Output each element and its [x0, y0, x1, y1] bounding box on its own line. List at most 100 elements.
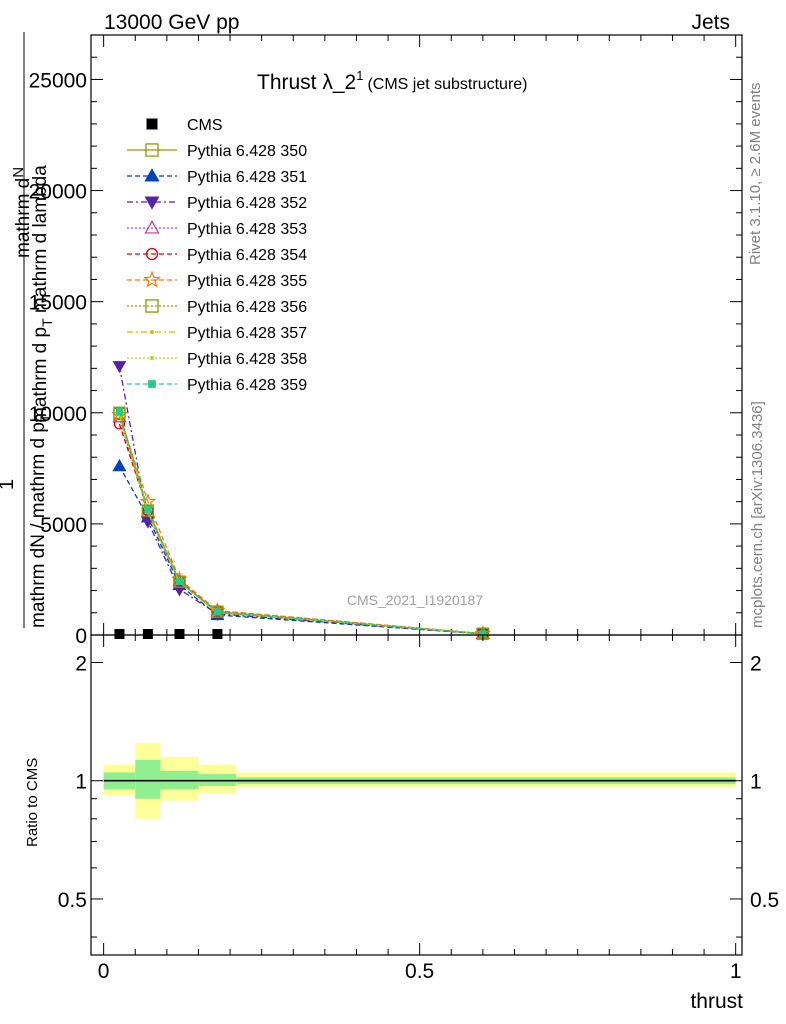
- series-pythia-6-428-359-point: [213, 608, 221, 616]
- legend-entry-pythia-6-428-353: Pythia 6.428 353: [127, 220, 307, 238]
- legend-entry-pythia-6-428-352-marker: [144, 196, 160, 210]
- x-tick-label: 1: [730, 960, 742, 983]
- x-axis-label: thrust: [690, 990, 743, 1013]
- legend-entry-pythia-6-428-357: Pythia 6.428 357: [127, 325, 307, 342]
- main-y-tick-label: 25000: [29, 69, 87, 92]
- main-y-axis-label: 1 mathrm dN mathrm d pT mathrm d lambda …: [0, 32, 55, 628]
- legend-entry-cms-marker: [146, 118, 158, 130]
- legend-entry-pythia-6-428-353-label: Pythia 6.428 353: [187, 221, 307, 238]
- series-pythia-6-428-359-point: [115, 408, 123, 416]
- ratio-y-tick-label-right: 0.5: [750, 889, 779, 912]
- series-pythia-6-428-356-point: [211, 605, 224, 618]
- legend-entry-pythia-6-428-357-label: Pythia 6.428 357: [187, 325, 307, 342]
- ratio-y-tick-label-right: 2: [750, 653, 762, 676]
- main-x-ticks: [103, 35, 737, 635]
- series-cms-point: [212, 629, 223, 639]
- series-pythia-6-428-352-point: [112, 361, 127, 374]
- legend-entry-pythia-6-428-352-label: Pythia 6.428 352: [187, 195, 307, 212]
- series-pythia-6-428-356-point: [141, 504, 155, 517]
- mcplots-label: mcplots.cern.ch [arXiv:1306.3436]: [749, 401, 766, 628]
- series-cms-point: [114, 629, 125, 639]
- ratio-y-tick-label: 0.5: [58, 889, 87, 912]
- ratio-y-tick-label: 1: [75, 771, 87, 794]
- series-pythia-6-428-351: [112, 458, 490, 639]
- y-label-dlambda: mathrm d lambda: [30, 165, 51, 319]
- series-pythia-6-428-352-line: [118, 365, 483, 635]
- y-label-inner-denominator: mathrm d pT mathrm d lambda: [30, 165, 55, 423]
- y-label-one: 1: [0, 479, 18, 490]
- ratio-y-tick-label-right: 1: [750, 771, 762, 794]
- y-label-n: N: [10, 167, 27, 178]
- legend-entry-pythia-6-428-351-marker: [144, 168, 160, 182]
- legend-entry-cms: CMS: [146, 117, 223, 134]
- legend-entry-pythia-6-428-351: Pythia 6.428 351: [127, 168, 307, 186]
- legend-entry-cms-label: CMS: [187, 117, 223, 134]
- plot-title-main: Thrust λ_2: [257, 71, 356, 94]
- analysis-watermark: CMS_2021_I1920187: [347, 592, 483, 608]
- rivet-version-label: Rivet 3.1.10, ≥ 2.6M events: [747, 83, 764, 266]
- x-tick-label: 0: [98, 960, 110, 983]
- ratio-plot-panel: 0.5 0.51 12 2 0 0.5 1 Ratio to CMS thrust: [24, 634, 779, 1013]
- y-label-dn-dpt-sub: T: [37, 413, 53, 422]
- main-y-tick-label: 20000: [29, 181, 87, 204]
- legend-entry-pythia-6-428-352: Pythia 6.428 352: [127, 195, 307, 212]
- y-label-inner-denominator-text: mathrm d pT mathrm d lambda: [30, 165, 55, 423]
- main-y-tick-label: 0: [75, 625, 87, 648]
- legend-entry-pythia-6-428-354-label: Pythia 6.428 354: [187, 247, 307, 264]
- plot-title-superscript: 1: [356, 68, 363, 83]
- legend-entry-pythia-6-428-356-marker: [145, 299, 159, 313]
- y-label-one-text: 1: [0, 479, 18, 490]
- series-pythia-6-428-359: [115, 408, 487, 638]
- series-pythia-6-428-359-point: [175, 578, 183, 586]
- y-label-denominator: mathrm dN / mathrm d pT: [28, 413, 53, 628]
- legend-entry-pythia-6-428-358: Pythia 6.428 358: [127, 351, 307, 368]
- y-label-dpt: mathrm d p: [30, 327, 51, 423]
- legend-entry-pythia-6-428-359-label: Pythia 6.428 359: [187, 377, 307, 394]
- y-label-dn-dpt: mathrm dN / mathrm d p: [28, 422, 49, 628]
- y-label-dpt-sub: T: [39, 318, 55, 327]
- main-y-axis: 0 5000 10000 15000 20000 25000: [29, 34, 742, 648]
- legend-entry-pythia-6-428-356-label: Pythia 6.428 356: [187, 299, 307, 316]
- series-pythia-6-428-359-point: [479, 630, 487, 638]
- legend: CMS Pythia 6.428 350 Pythia 6.428 351 Pythi…: [127, 117, 307, 394]
- y-label-denominator-text: mathrm dN / mathrm d pT: [28, 413, 53, 628]
- series-pythia-6-428-356-point: [173, 575, 186, 588]
- legend-entry-pythia-6-428-355-marker: [143, 270, 161, 288]
- legend-entry-pythia-6-428-354-marker: [145, 247, 159, 261]
- legend-entry-pythia-6-428-351-label: Pythia 6.428 351: [187, 169, 307, 186]
- legend-entry-pythia-6-428-355-label: Pythia 6.428 355: [187, 273, 307, 290]
- header-right: Jets: [691, 11, 730, 34]
- main-y-tick-label: 10000: [29, 403, 87, 426]
- series-cms-point: [142, 629, 153, 639]
- legend-entry-pythia-6-428-350: Pythia 6.428 350: [127, 143, 307, 160]
- series-pythia-6-428-356-point: [113, 406, 126, 419]
- main-plot-panel: 0 5000 10000 15000 20000 25000 CMS_2021_I1920…: [29, 34, 743, 648]
- plot-title: Thrust λ_21 (CMS jet substructure): [257, 68, 528, 94]
- legend-entry-pythia-6-428-356: Pythia 6.428 356: [127, 299, 307, 316]
- legend-entry-pythia-6-428-359-marker: [148, 380, 156, 388]
- ratio-band-inner: [135, 759, 161, 799]
- legend-entry-pythia-6-428-354: Pythia 6.428 354: [127, 247, 307, 264]
- plot-title-suffix: (CMS jet substructure): [367, 76, 527, 93]
- header-left: 13000 GeV pp: [104, 11, 239, 34]
- legend-entry-pythia-6-428-358-marker: [150, 356, 154, 360]
- ratio-y-tick-label: 2: [75, 653, 87, 676]
- legend-entry-pythia-6-428-355: Pythia 6.428 355: [127, 270, 307, 290]
- series-pythia-6-428-355-line: [118, 414, 483, 635]
- legend-entry-pythia-6-428-353-marker: [144, 220, 160, 234]
- ratio-plot-frame: [90, 634, 743, 956]
- ratio-y-label: Ratio to CMS: [24, 758, 41, 847]
- legend-entry-pythia-6-428-359: Pythia 6.428 359: [127, 377, 307, 394]
- x-tick-label: 0.5: [405, 960, 434, 983]
- ratio-x-axis: 0 0.5 1: [98, 635, 742, 983]
- legend-entry-pythia-6-428-350-label: Pythia 6.428 350: [187, 143, 307, 160]
- series-pythia-6-428-351-line: [118, 465, 483, 635]
- series-pythia-6-428-351-point: [112, 458, 127, 472]
- series-pythia-6-428-359-point: [144, 505, 152, 513]
- ratio-y-axis: 0.5 0.5 1 1 2 2: [58, 653, 779, 938]
- series-pythia-6-428-356-line: [118, 412, 483, 635]
- series-cms-point: [174, 629, 185, 639]
- legend-entry-pythia-6-428-358-label: Pythia 6.428 358: [187, 351, 307, 368]
- legend-entry-pythia-6-428-357-marker: [150, 330, 154, 334]
